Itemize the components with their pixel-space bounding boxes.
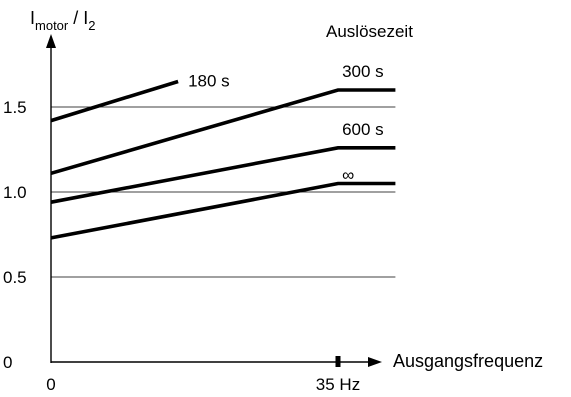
- x-axis-title: Ausgangsfrequenz: [393, 351, 543, 371]
- series-label: ∞: [342, 166, 354, 185]
- y-axis-arrow: [46, 34, 56, 48]
- y-axis-title: Imotor / I2: [30, 8, 96, 33]
- series-line: [50, 146, 396, 204]
- x-tick-mark: [335, 356, 341, 367]
- series-line: [50, 88, 396, 176]
- series-line: [50, 79, 179, 123]
- series-label: 180 s: [188, 72, 230, 91]
- legend-title: Auslösezeit: [326, 22, 413, 41]
- x-tick-label: 35 Hz: [316, 375, 360, 394]
- axes: [46, 34, 382, 367]
- y-ticks: 0 0.5 1.0 1.5: [3, 98, 27, 372]
- series-label: 600 s: [342, 120, 384, 139]
- series-label: 300 s: [342, 62, 384, 81]
- series-line: [50, 181, 396, 240]
- y-tick-label: 0.5: [3, 268, 27, 287]
- x-axis-arrow: [368, 357, 382, 367]
- x-tick-label: 0: [46, 375, 55, 394]
- y-tick-label: 1.0: [3, 183, 27, 202]
- x-ticks: 0 35 Hz: [46, 356, 360, 394]
- y-tick-label: 0: [3, 353, 12, 372]
- y-tick-label: 1.5: [3, 98, 27, 117]
- series-lines: 180 s 300 s 600 s ∞: [50, 62, 396, 240]
